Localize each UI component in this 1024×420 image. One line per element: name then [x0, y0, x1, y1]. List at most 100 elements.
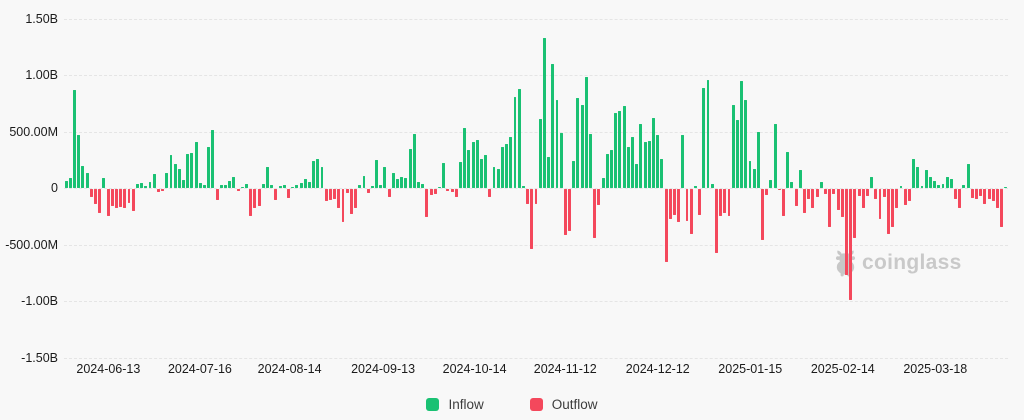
bar[interactable]: [270, 185, 274, 188]
bar[interactable]: [328, 189, 332, 200]
bar[interactable]: [568, 189, 572, 232]
bar[interactable]: [68, 177, 72, 188]
bar[interactable]: [64, 181, 68, 188]
bar[interactable]: [274, 189, 278, 200]
bar[interactable]: [500, 146, 504, 188]
bar[interactable]: [119, 189, 123, 208]
bar[interactable]: [756, 131, 760, 188]
bar[interactable]: [975, 189, 978, 200]
bar[interactable]: [454, 189, 458, 197]
bar[interactable]: [253, 189, 257, 208]
bar[interactable]: [450, 189, 454, 193]
bar[interactable]: [236, 189, 240, 191]
bar[interactable]: [362, 176, 366, 188]
bar[interactable]: [345, 189, 349, 193]
bar[interactable]: [681, 135, 685, 188]
bar[interactable]: [962, 185, 966, 188]
bar[interactable]: [278, 185, 282, 188]
bar[interactable]: [752, 168, 756, 188]
bar[interactable]: [471, 142, 475, 188]
bar[interactable]: [375, 159, 379, 188]
bar[interactable]: [874, 189, 878, 200]
bar[interactable]: [723, 189, 727, 213]
bar[interactable]: [996, 189, 999, 208]
bar[interactable]: [1004, 187, 1008, 188]
bar[interactable]: [593, 189, 597, 239]
bar[interactable]: [693, 186, 697, 188]
bar[interactable]: [211, 129, 215, 188]
bar[interactable]: [731, 104, 735, 188]
bar[interactable]: [530, 189, 534, 249]
bar[interactable]: [219, 184, 223, 188]
bar[interactable]: [463, 127, 467, 188]
bar[interactable]: [333, 189, 337, 199]
bar[interactable]: [387, 189, 391, 197]
bar[interactable]: [714, 189, 718, 254]
bar[interactable]: [123, 189, 127, 209]
bar[interactable]: [442, 162, 446, 188]
bar[interactable]: [341, 189, 345, 222]
bar[interactable]: [639, 123, 643, 188]
bar[interactable]: [626, 147, 630, 188]
bar[interactable]: [773, 124, 777, 188]
bar[interactable]: [358, 185, 362, 188]
bar[interactable]: [479, 158, 483, 188]
bar[interactable]: [173, 164, 177, 188]
bar[interactable]: [861, 189, 865, 208]
bar[interactable]: [152, 173, 156, 188]
bar[interactable]: [886, 189, 890, 235]
bar[interactable]: [228, 181, 232, 188]
bar[interactable]: [979, 189, 983, 196]
bar[interactable]: [765, 189, 769, 195]
bar[interactable]: [404, 178, 408, 188]
bar[interactable]: [488, 189, 492, 198]
bar[interactable]: [232, 176, 236, 188]
legend-item-inflow[interactable]: Inflow: [426, 397, 484, 412]
bar[interactable]: [475, 139, 479, 188]
bar[interactable]: [144, 186, 148, 188]
bar[interactable]: [748, 160, 752, 188]
bar[interactable]: [421, 184, 425, 188]
bar[interactable]: [987, 189, 991, 200]
bar[interactable]: [383, 167, 387, 188]
bar[interactable]: [459, 162, 462, 188]
bar[interactable]: [572, 160, 576, 188]
bar[interactable]: [882, 189, 886, 197]
bar[interactable]: [240, 186, 244, 188]
bar[interactable]: [845, 189, 848, 276]
bar[interactable]: [870, 176, 874, 188]
bar[interactable]: [941, 184, 945, 188]
bar[interactable]: [106, 189, 110, 217]
bar[interactable]: [618, 111, 622, 188]
bar[interactable]: [295, 184, 299, 188]
bar[interactable]: [400, 176, 404, 188]
bar[interactable]: [257, 189, 261, 206]
bar[interactable]: [710, 184, 714, 188]
bar[interactable]: [467, 150, 471, 188]
bar[interactable]: [857, 189, 861, 196]
bar[interactable]: [534, 189, 538, 205]
bar[interactable]: [786, 151, 790, 188]
bar[interactable]: [349, 189, 353, 215]
bar[interactable]: [735, 120, 739, 188]
bar[interactable]: [920, 186, 924, 188]
bar[interactable]: [266, 167, 269, 188]
bar[interactable]: [769, 180, 773, 188]
bar[interactable]: [668, 189, 672, 219]
bar[interactable]: [790, 181, 794, 188]
bar[interactable]: [551, 63, 555, 188]
bar[interactable]: [446, 189, 450, 191]
bar[interactable]: [165, 173, 169, 188]
bar[interactable]: [408, 149, 412, 188]
bar[interactable]: [547, 156, 551, 188]
bar[interactable]: [337, 189, 341, 208]
bar[interactable]: [513, 97, 517, 188]
bar[interactable]: [303, 178, 307, 188]
bar[interactable]: [538, 119, 542, 188]
bar[interactable]: [85, 173, 89, 188]
bar[interactable]: [98, 189, 102, 213]
bar[interactable]: [605, 153, 609, 188]
bar[interactable]: [949, 179, 953, 188]
bar[interactable]: [320, 167, 324, 188]
bar[interactable]: [169, 155, 173, 188]
